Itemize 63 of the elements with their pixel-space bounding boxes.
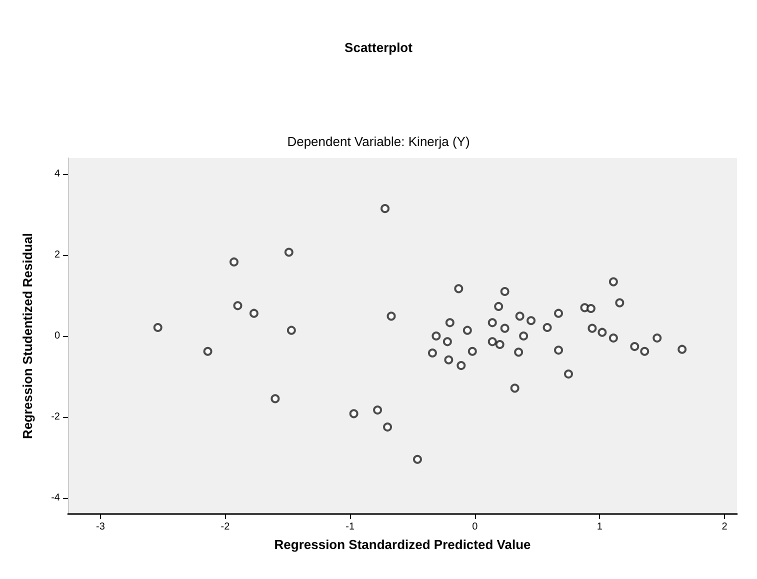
point bbox=[284, 248, 294, 257]
point bbox=[373, 406, 382, 415]
point bbox=[444, 355, 454, 364]
point bbox=[608, 334, 618, 343]
point bbox=[442, 337, 452, 346]
x-tick-label: 2 bbox=[722, 522, 728, 532]
point bbox=[432, 332, 441, 340]
point bbox=[456, 361, 466, 370]
point bbox=[495, 340, 504, 349]
chart-subtitle: Dependent Variable: Kinerja (Y) bbox=[287, 134, 470, 149]
point bbox=[488, 337, 497, 346]
point bbox=[678, 344, 687, 354]
point bbox=[526, 316, 536, 326]
point bbox=[380, 204, 390, 214]
point bbox=[412, 454, 422, 464]
x-tick-label: 1 bbox=[596, 522, 603, 532]
point bbox=[286, 326, 296, 335]
y-tick-label: -4 bbox=[51, 492, 60, 504]
point bbox=[454, 284, 464, 294]
point bbox=[615, 298, 624, 308]
point bbox=[510, 384, 520, 393]
y-tick-label: 4 bbox=[54, 168, 60, 180]
point bbox=[349, 409, 358, 418]
x-tick-label: -2 bbox=[220, 522, 230, 532]
point bbox=[488, 318, 497, 328]
point bbox=[640, 346, 650, 356]
point bbox=[652, 334, 662, 343]
point bbox=[554, 308, 564, 318]
point bbox=[500, 324, 510, 333]
point bbox=[598, 328, 607, 337]
point bbox=[468, 346, 477, 356]
point bbox=[445, 318, 454, 328]
point bbox=[428, 348, 437, 358]
y-tick-label: 2 bbox=[54, 250, 60, 261]
point bbox=[500, 287, 510, 296]
point bbox=[386, 312, 396, 321]
point bbox=[462, 326, 472, 335]
point bbox=[270, 394, 280, 404]
y-tick-label: -2 bbox=[51, 411, 60, 422]
point bbox=[230, 257, 238, 266]
point bbox=[608, 277, 618, 286]
point bbox=[203, 346, 212, 356]
x-tick-label: -1 bbox=[346, 522, 355, 532]
point bbox=[249, 308, 258, 318]
point bbox=[494, 302, 504, 311]
point bbox=[554, 346, 564, 355]
point bbox=[383, 422, 392, 432]
point bbox=[564, 370, 573, 379]
x-axis-title: Regression Standardized Predicted Value bbox=[274, 537, 531, 552]
point bbox=[630, 342, 640, 352]
y-axis-title: Regression Studentized Residual bbox=[20, 233, 35, 439]
point bbox=[514, 348, 524, 357]
point bbox=[542, 323, 552, 332]
point bbox=[588, 324, 597, 333]
point bbox=[515, 312, 524, 321]
point bbox=[233, 301, 242, 310]
point bbox=[153, 323, 162, 332]
x-tick-label: -3 bbox=[96, 522, 106, 532]
point bbox=[519, 332, 528, 340]
x-tick-label: 0 bbox=[472, 522, 478, 532]
chart-title: Scatterplot bbox=[344, 40, 414, 55]
point bbox=[586, 304, 596, 313]
y-tick-label: 0 bbox=[54, 330, 60, 342]
